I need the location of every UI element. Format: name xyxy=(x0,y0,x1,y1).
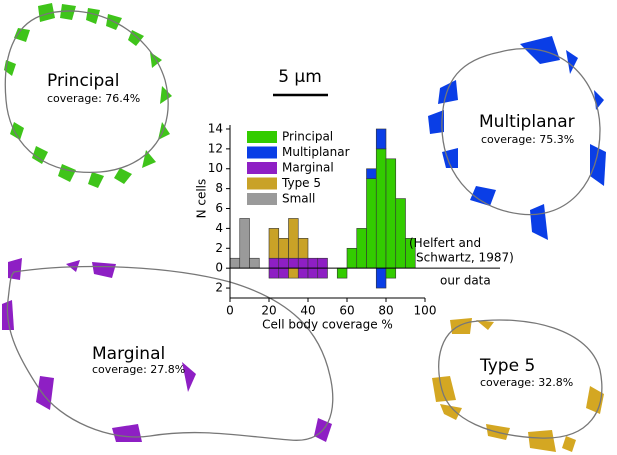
x-tick-label: 100 xyxy=(414,304,437,318)
x-tick-label: 40 xyxy=(300,304,315,318)
cell-coverage: coverage: 32.8% xyxy=(480,376,573,389)
type5-cell xyxy=(432,318,604,452)
bar xyxy=(288,218,299,259)
y-tick-label: 6 xyxy=(215,201,223,215)
bar xyxy=(278,257,289,269)
bar xyxy=(375,267,387,289)
bar xyxy=(385,267,397,279)
x-axis-label: Cell body coverage % xyxy=(262,318,393,332)
bar xyxy=(307,257,319,269)
y-tick-label: 0 xyxy=(215,261,223,275)
legend-label: Marginal xyxy=(282,161,334,175)
x-tick-label: 20 xyxy=(261,304,276,318)
bar xyxy=(268,228,280,259)
bar xyxy=(375,128,387,150)
bar xyxy=(268,257,280,269)
bar xyxy=(356,228,367,269)
legend-swatch xyxy=(247,131,277,143)
cell-coverage: coverage: 76.4% xyxy=(47,92,140,105)
cell-name: Type 5 xyxy=(479,356,535,376)
bar xyxy=(297,257,309,269)
y-tick-label: 12 xyxy=(208,141,223,155)
bar xyxy=(229,257,241,269)
principal-cell xyxy=(4,3,172,188)
legend-swatch xyxy=(247,193,277,205)
bar xyxy=(278,238,289,259)
bar xyxy=(307,267,319,279)
y-tick-label: 2 xyxy=(215,281,223,295)
legend-swatch xyxy=(247,146,277,159)
cell-name: Multiplanar xyxy=(479,112,575,132)
bar xyxy=(317,267,328,279)
bar xyxy=(297,267,309,279)
bar xyxy=(288,257,299,269)
bar xyxy=(375,148,387,269)
legend-label: Principal xyxy=(282,130,333,144)
annotation: our data xyxy=(440,274,491,288)
bar xyxy=(268,267,280,279)
annotation: Schwartz, 1987) xyxy=(416,251,514,265)
legend-label: Multiplanar xyxy=(282,145,350,159)
bar xyxy=(278,267,289,279)
cell-name: Marginal xyxy=(92,344,165,364)
bar xyxy=(395,198,406,269)
bar xyxy=(346,247,358,269)
y-tick-label: 4 xyxy=(215,221,223,235)
legend-swatch xyxy=(247,162,277,174)
multiplanar-cell xyxy=(428,36,606,240)
legend-label: Small xyxy=(282,192,315,206)
annotation: (Helfert and xyxy=(409,236,481,250)
y-axis-label: N cells xyxy=(195,179,209,219)
cell-coverage: coverage: 27.8% xyxy=(92,363,185,376)
bar xyxy=(366,168,377,179)
y-tick-label: 10 xyxy=(208,161,223,175)
y-tick-label: 2 xyxy=(215,241,223,255)
x-tick-label: 60 xyxy=(339,304,354,318)
bar xyxy=(249,257,260,269)
legend-swatch xyxy=(247,177,277,190)
y-tick-label: 14 xyxy=(208,121,223,135)
bar xyxy=(385,158,397,269)
legend-label: Type 5 xyxy=(281,176,321,190)
bar xyxy=(366,178,377,269)
marginal-cell xyxy=(2,258,334,442)
bar xyxy=(317,257,328,269)
bar xyxy=(297,238,309,259)
bar xyxy=(239,218,250,269)
x-tick-label: 80 xyxy=(378,304,393,318)
bar xyxy=(336,267,348,279)
scale-bar-label: 5 μm xyxy=(278,67,322,87)
y-tick-label: 8 xyxy=(215,181,223,195)
cell-coverage: coverage: 75.3% xyxy=(481,133,574,146)
cell-name: Principal xyxy=(47,71,119,91)
bar xyxy=(288,267,299,279)
x-tick-label: 0 xyxy=(226,304,234,318)
